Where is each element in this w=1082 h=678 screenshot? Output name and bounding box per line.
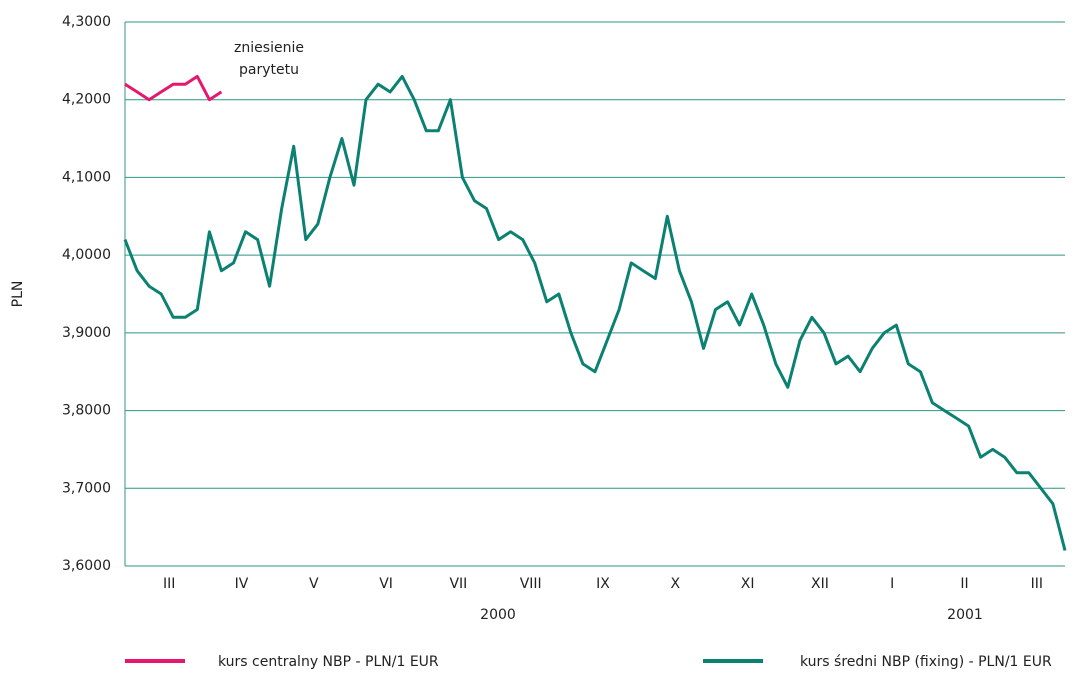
x-tick-label: XII xyxy=(811,576,829,592)
x-tick-label: X xyxy=(671,576,681,592)
x-tick-label: IX xyxy=(596,576,610,592)
x-tick-label: VI xyxy=(379,576,393,592)
legend-label: kurs średni NBP (fixing) - PLN/1 EUR xyxy=(800,654,1052,670)
annotation: parytetu xyxy=(239,62,299,78)
year-label: 2001 xyxy=(947,607,983,623)
x-tick-label: IV xyxy=(235,576,249,592)
y-tick-label: 3,6000 xyxy=(62,558,111,574)
x-tick-label: I xyxy=(890,576,894,592)
y-tick-label: 4,3000 xyxy=(62,14,111,30)
y-tick-label: 3,7000 xyxy=(62,480,111,496)
y-tick-label: 4,2000 xyxy=(62,92,111,108)
x-tick-label: III xyxy=(1031,576,1043,592)
y-tick-label: 4,1000 xyxy=(62,169,111,185)
x-tick-label: VII xyxy=(449,576,467,592)
x-tick-label: III xyxy=(163,576,175,592)
x-tick-label: VIII xyxy=(520,576,542,592)
y-tick-label: 3,8000 xyxy=(62,403,111,419)
annotation: zniesienie xyxy=(234,40,304,56)
y-tick-label: 3,9000 xyxy=(62,325,111,341)
x-tick-label: V xyxy=(309,576,319,592)
y-tick-label: 4,0000 xyxy=(62,247,111,263)
line-series xyxy=(124,74,223,102)
year-label: 2000 xyxy=(480,607,516,623)
legend-label: kurs centralny NBP - PLN/1 EUR xyxy=(218,654,439,670)
line-series xyxy=(123,74,1067,551)
x-tick-label: II xyxy=(960,576,968,592)
y-axis-label: PLN xyxy=(10,281,26,308)
x-tick-label: XI xyxy=(741,576,755,592)
